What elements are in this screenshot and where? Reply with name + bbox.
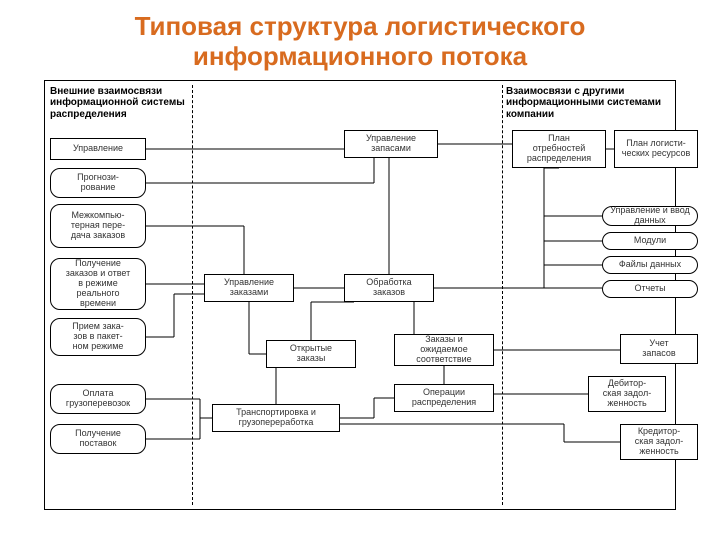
n-otchety: Отчеты <box>602 280 698 298</box>
n-debitor: Дебитор-ская задол-женность <box>588 376 666 412</box>
n-post: Получениепоставок <box>50 424 146 454</box>
column-divider-0 <box>192 85 193 505</box>
slide-title: Типовая структура логистического информа… <box>24 12 696 72</box>
flow-diagram: Внешние взаимосвязи информационной систе… <box>44 80 676 510</box>
n-mezhkomp: Межкомпью-терная пере-дача заказов <box>50 204 146 248</box>
n-upr-zakaz: Управлениезаказами <box>204 274 294 302</box>
n-priem: Прием зака-зов в пакет-ном режиме <box>50 318 146 356</box>
n-upravlenie: Управление <box>50 138 146 160</box>
lbl-left: Внешние взаимосвязи информационной систе… <box>50 86 240 121</box>
n-operacii: Операциираспределения <box>394 384 494 412</box>
n-poluchenie: Получениезаказов и ответв режимереальног… <box>50 258 146 310</box>
n-kreditor: Кредитор-ская задол-женность <box>620 424 698 460</box>
n-obrabotka: Обработказаказов <box>344 274 434 302</box>
n-otkr-zakaz: Открытыезаказы <box>266 340 356 368</box>
n-transp: Транспортировка игрузопереработка <box>212 404 340 432</box>
n-faily: Файлы данных <box>602 256 698 274</box>
n-zakazy: Заказы иожидаемоесоответствие <box>394 334 494 366</box>
n-upr-vvod: Управление и ввод данных <box>602 206 698 226</box>
n-oplata: Оплатагрузоперевозок <box>50 384 146 414</box>
lbl-right: Взаимосвязи с другими информационными си… <box>506 86 696 121</box>
n-moduli: Модули <box>602 232 698 250</box>
n-prognoz: Прогнози-рование <box>50 168 146 198</box>
column-divider-1 <box>502 85 503 505</box>
n-uchet: Учетзапасов <box>620 334 698 364</box>
n-plan-log: План логисти-ческих ресурсов <box>614 130 698 168</box>
n-upr-zapas: Управлениезапасами <box>344 130 438 158</box>
n-plan-tr: Планотребностейраспределения <box>512 130 606 168</box>
